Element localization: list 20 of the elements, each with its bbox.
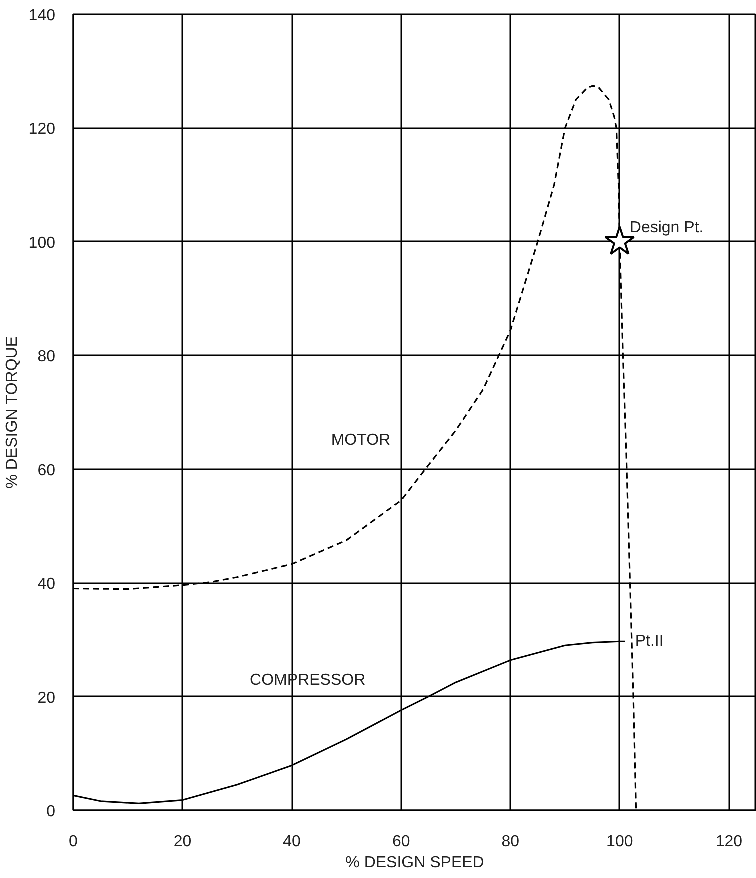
y-tick-label: 140 <box>28 8 56 24</box>
x-tick-label: 0 <box>69 834 78 850</box>
x-tick-label: 120 <box>716 834 743 850</box>
x-tick-label: 100 <box>606 834 634 850</box>
x-tick-label: 40 <box>283 834 302 850</box>
y-axis-title: % DESIGN TORQUE <box>4 336 21 489</box>
y-tick-label: 100 <box>28 234 56 252</box>
y-tick-label: 120 <box>28 121 56 138</box>
y-tick-label: 20 <box>38 690 56 707</box>
y-tick-label: 60 <box>38 462 56 480</box>
y-tick-label: 40 <box>38 576 56 594</box>
annotation: Design Pt. <box>630 219 704 236</box>
text: MOTOR <box>331 432 391 450</box>
annotation: Pt.II <box>635 633 664 650</box>
x-axis-title: % DESIGN SPEED <box>346 854 484 872</box>
y-tick-label: 80 <box>38 348 56 366</box>
x-tick-label: 60 <box>392 834 410 850</box>
x-tick-label: 20 <box>174 834 192 850</box>
y-tick-label: 0 <box>46 804 56 820</box>
x-tick-label: 80 <box>502 834 520 850</box>
